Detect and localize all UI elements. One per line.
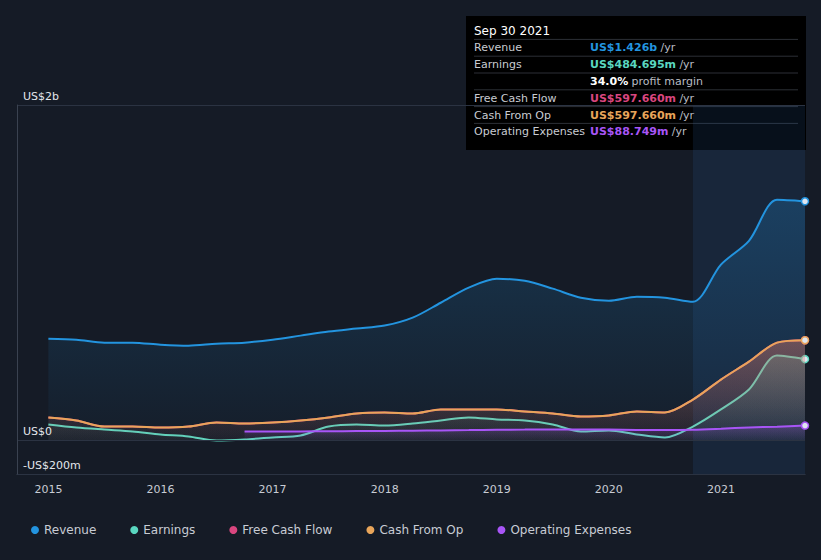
svg-text:2018: 2018 [371,483,399,496]
svg-text:/yr: /yr [661,41,676,54]
svg-text:profit margin: profit margin [631,75,703,88]
svg-text:Sep 30 2021: Sep 30 2021 [474,24,550,38]
svg-text:2021: 2021 [707,483,735,496]
svg-text:/yr: /yr [679,58,694,71]
svg-text:2015: 2015 [34,483,62,496]
svg-text:/yr: /yr [679,109,694,122]
svg-text:US$597.660m: US$597.660m [590,109,676,122]
svg-text:34.0%: 34.0% [590,75,628,88]
svg-text:Revenue: Revenue [474,41,522,54]
svg-text:Cash From Op: Cash From Op [474,109,551,122]
svg-text:Free Cash Flow: Free Cash Flow [242,523,332,537]
svg-text:2019: 2019 [483,483,511,496]
svg-text:US$2b: US$2b [23,90,59,103]
svg-text:-US$200m: -US$200m [23,459,81,472]
svg-text:Earnings: Earnings [143,523,195,537]
svg-text:US$1.426b: US$1.426b [590,41,657,54]
svg-text:/yr: /yr [679,92,694,105]
svg-text:US$597.660m: US$597.660m [590,92,676,105]
svg-text:Operating Expenses: Operating Expenses [474,125,585,138]
svg-text:/yr: /yr [672,125,687,138]
svg-text:2017: 2017 [259,483,287,496]
svg-text:Free Cash Flow: Free Cash Flow [474,92,557,105]
svg-text:Operating Expenses: Operating Expenses [510,523,631,537]
svg-text:US$0: US$0 [23,425,52,438]
svg-text:Cash From Op: Cash From Op [379,523,463,537]
svg-text:2020: 2020 [595,483,623,496]
svg-text:US$484.695m: US$484.695m [590,58,676,71]
svg-text:Revenue: Revenue [44,523,96,537]
svg-text:Earnings: Earnings [474,58,522,71]
svg-text:US$88.749m: US$88.749m [590,125,668,138]
svg-text:2016: 2016 [146,483,174,496]
